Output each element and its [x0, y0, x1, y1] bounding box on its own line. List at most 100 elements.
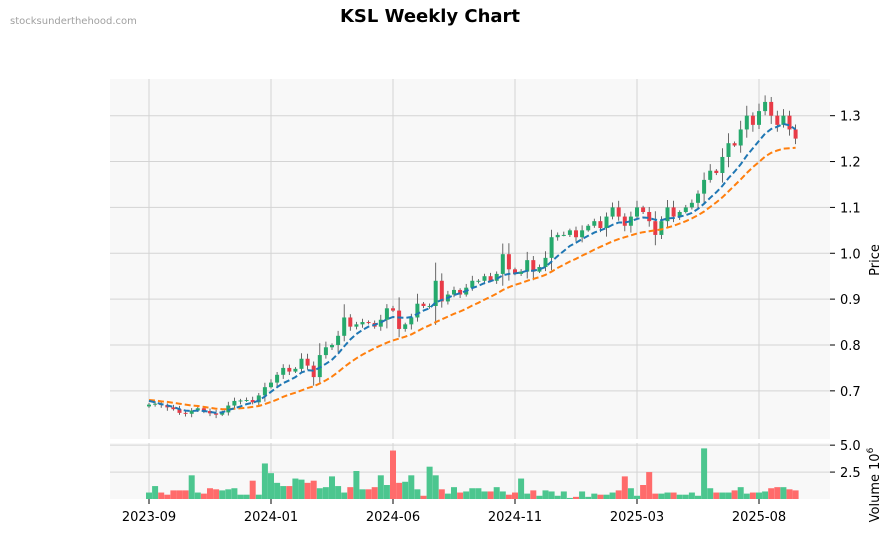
- volume-bar-up: [536, 495, 543, 499]
- candle-up: [543, 257, 548, 268]
- candle-down: [366, 322, 371, 324]
- candle-up: [342, 317, 347, 336]
- volume-bar-down: [646, 472, 653, 499]
- volume-bar-up: [146, 492, 152, 499]
- candle-down: [732, 143, 737, 146]
- candle-up: [525, 260, 530, 272]
- candle-up: [702, 179, 707, 194]
- candle-up: [256, 395, 261, 403]
- candle-up: [494, 273, 499, 281]
- volume-bar-down: [615, 490, 622, 499]
- candle-down: [439, 280, 444, 302]
- candle-up: [470, 280, 475, 288]
- volume-axis-label-exponent: 6: [866, 447, 876, 453]
- volume-bar-up: [261, 463, 268, 499]
- volume-bar-up: [341, 492, 348, 499]
- volume-bar-up: [518, 478, 525, 499]
- candle-up: [433, 280, 438, 307]
- candle-up: [519, 271, 524, 274]
- volume-bar-up: [743, 493, 750, 499]
- candle-down: [171, 407, 176, 410]
- volume-bar-down: [457, 492, 464, 499]
- candle-up: [147, 404, 151, 407]
- volume-bar-up: [695, 495, 701, 499]
- volume-bar-up: [634, 495, 640, 499]
- volume-bar-down: [371, 487, 378, 499]
- candle-up: [586, 225, 591, 231]
- candle-up: [549, 237, 554, 258]
- volume-axis-label-text: Volume: [868, 474, 883, 522]
- volume-bar-down: [200, 493, 207, 499]
- volume-axis-label-base: 10: [868, 453, 883, 470]
- candle-up: [238, 400, 243, 402]
- volume-bar-up: [280, 486, 287, 499]
- candle-up: [592, 221, 597, 226]
- candle-down: [750, 115, 755, 125]
- volume-bar-down: [530, 490, 537, 499]
- volume-bar-down: [390, 450, 396, 499]
- candle-down: [787, 115, 792, 130]
- candle-down: [598, 221, 603, 229]
- candle-up: [689, 202, 694, 208]
- candle-up: [409, 317, 414, 325]
- volume-bar-down: [182, 490, 189, 499]
- x-tick-label: 2024-01: [244, 510, 298, 525]
- volume-bar-down: [774, 487, 781, 499]
- price-panel: [110, 79, 830, 439]
- volume-bar-down: [249, 480, 256, 499]
- volume-bar-down: [573, 496, 579, 499]
- volume-bar-up: [231, 488, 238, 499]
- x-tick-label: 2023-09: [122, 510, 176, 525]
- candle-up: [744, 115, 749, 130]
- volume-bar-up: [219, 490, 226, 499]
- candle-down: [775, 115, 780, 125]
- volume-bar-up: [676, 494, 683, 499]
- chart-title: KSL Weekly Chart: [339, 6, 521, 27]
- candle-down: [769, 101, 774, 116]
- candle-up: [354, 324, 359, 327]
- volume-bar-down: [786, 489, 793, 499]
- volume-bar-up: [585, 496, 592, 499]
- volume-bar-up: [194, 492, 201, 499]
- candle-up: [195, 408, 200, 411]
- candle-up: [610, 207, 615, 217]
- volume-bars: [146, 448, 799, 499]
- candle-up: [293, 368, 298, 372]
- candle-up: [403, 324, 408, 329]
- x-tick-label: 2025-08: [732, 510, 786, 525]
- volume-bar-down: [213, 489, 220, 499]
- volume-bar-up: [469, 488, 476, 499]
- volume-bar-up: [664, 492, 671, 499]
- volume-bar-up: [237, 494, 244, 499]
- volume-bar-up: [682, 494, 689, 499]
- price-tick-label: 1.1: [840, 201, 861, 216]
- candle-down: [793, 129, 798, 139]
- volume-bar-up: [188, 475, 195, 499]
- volume-bar-down: [621, 476, 628, 499]
- candle-up: [683, 207, 688, 212]
- moving-averages: [148, 122, 797, 414]
- volume-bar-up: [451, 487, 457, 499]
- volume-tick-label: 2.5: [840, 466, 861, 481]
- price-axis-label: Price: [868, 244, 883, 276]
- volume-bar-up: [377, 475, 384, 499]
- volume-bar-down: [731, 490, 738, 499]
- volume-bar-up: [579, 491, 586, 499]
- volume-bar-down: [310, 480, 317, 499]
- candle-up: [604, 216, 609, 229]
- volume-bar-up: [243, 494, 250, 499]
- candle-down: [622, 216, 627, 226]
- volume-bar-up: [329, 476, 335, 499]
- volume-bar-up: [737, 487, 744, 499]
- volume-bar-up: [627, 488, 634, 499]
- volume-bar-up: [322, 487, 329, 499]
- candle-down: [201, 408, 206, 412]
- volume-bar-up: [353, 471, 360, 499]
- volume-bar-up: [725, 492, 732, 499]
- volume-bar-down: [597, 494, 604, 499]
- candle-up: [580, 230, 585, 238]
- price-tick-label: 0.8: [840, 339, 861, 354]
- candle-up: [317, 355, 322, 378]
- candle-up: [220, 412, 225, 415]
- volume-bar-up: [688, 492, 695, 499]
